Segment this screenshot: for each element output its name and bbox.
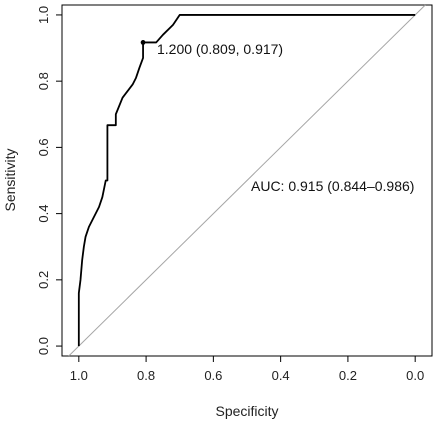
threshold-point [140,40,146,45]
x-axis-label: Specificity [215,403,278,419]
x-tick-label: 0.6 [204,368,222,383]
y-tick-label: 0.8 [36,72,51,90]
auc-annotation: AUC: 0.915 (0.844–0.986) [251,178,414,194]
y-axis: 0.0 0.2 0.4 0.6 0.8 1.0 [36,6,62,355]
threshold-annotation: 1.200 (0.809, 0.917) [157,41,283,57]
x-axis: 1.0 0.8 0.6 0.4 0.2 0.0 [70,355,424,383]
y-tick-label: 0.0 [36,337,51,355]
reference-diagonal [68,4,426,357]
y-tick-label: 0.2 [36,271,51,289]
x-tick-label: 0.8 [137,368,155,383]
y-tick-label: 0.6 [36,138,51,156]
x-tick-label: 0.0 [406,368,424,383]
y-tick-label: 0.4 [36,205,51,223]
y-axis-label: Sensitivity [2,148,18,211]
y-tick-label: 1.0 [36,6,51,24]
roc-curve-line [77,14,416,347]
x-tick-label: 1.0 [70,368,88,383]
x-tick-label: 0.2 [339,368,357,383]
x-tick-label: 0.4 [272,368,290,383]
